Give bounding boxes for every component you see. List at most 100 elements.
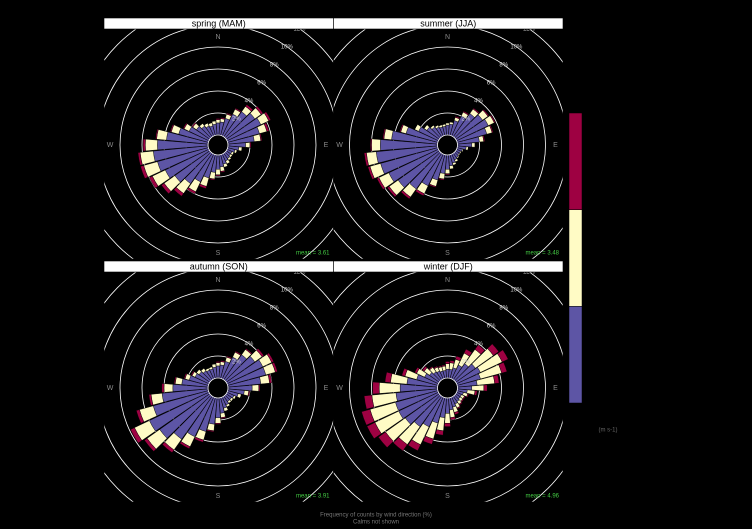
compass-label: S — [216, 250, 221, 257]
panel-title: spring (MAM) — [192, 18, 246, 28]
rose-segment — [226, 162, 231, 165]
ring-label: 8% — [270, 305, 279, 311]
rose-segment — [445, 124, 450, 136]
rose-segment — [400, 190, 411, 200]
rose-segment — [379, 382, 401, 394]
rose-segment — [179, 441, 191, 449]
compass-label: W — [107, 142, 114, 149]
rose-segment — [472, 107, 480, 114]
rose-segment — [399, 124, 404, 133]
rose-segment — [220, 170, 226, 173]
rose-segment — [437, 365, 442, 369]
rose-segment — [249, 142, 252, 148]
calm-circle — [207, 134, 229, 156]
rose-segment — [130, 427, 143, 444]
rose-segment — [247, 390, 251, 397]
rose-segment — [142, 138, 146, 152]
caption: Calms not shown — [353, 520, 399, 526]
compass-label: E — [324, 142, 329, 149]
rose-segment — [371, 138, 381, 152]
panel-title: autumn (SON) — [190, 261, 248, 271]
rose-segment — [378, 431, 394, 448]
rose-segment — [215, 118, 221, 120]
ring-label: 6% — [487, 323, 496, 329]
grid-ring — [119, 289, 317, 487]
calm-circle — [437, 134, 458, 156]
rose-segment — [456, 405, 461, 410]
rose-segment — [363, 152, 369, 167]
rose-segment — [251, 384, 260, 392]
ring-label: 2% — [232, 116, 241, 122]
rose-segment — [474, 344, 485, 355]
rose-segment — [463, 348, 473, 357]
rose-segment — [232, 152, 235, 156]
ring-label: 10% — [281, 44, 294, 50]
ring-label: 2% — [462, 116, 471, 122]
ring-label: 12% — [523, 26, 536, 32]
rose-segment — [149, 175, 159, 189]
rose-segment — [173, 376, 177, 385]
grid-ring — [141, 68, 295, 222]
rose-segment — [449, 360, 455, 364]
rose-segment — [462, 395, 466, 400]
rose-segment — [471, 384, 485, 392]
rose-segment — [367, 166, 375, 180]
rose-segment — [208, 122, 212, 125]
ring-label: 10% — [510, 287, 523, 293]
compass-label: S — [445, 493, 450, 500]
panel-title: winter (DJF) — [423, 261, 473, 271]
rose-segment — [256, 348, 265, 357]
mean-label: mean = 4.96 — [525, 494, 559, 500]
rose-segment — [208, 177, 215, 181]
ring-label: 12% — [523, 269, 536, 275]
grid-ring — [349, 289, 546, 487]
ring-label: 12% — [293, 269, 306, 275]
rose-segment — [215, 169, 221, 175]
rose-segment — [445, 122, 450, 126]
grid-ring — [371, 311, 524, 465]
rose-segment — [226, 355, 233, 360]
rose-segment — [444, 413, 451, 424]
rose-segment — [444, 173, 451, 175]
rose-segment — [148, 394, 154, 406]
ring-label: 4% — [245, 341, 254, 347]
colorbar-segment — [568, 306, 583, 404]
rose-segment — [445, 363, 450, 370]
rose-segment — [161, 183, 172, 195]
rose-segment — [438, 124, 442, 127]
rose-segment — [263, 111, 272, 122]
ring-label: 4% — [245, 98, 254, 104]
rose-segment — [384, 371, 393, 383]
rose-segment — [372, 381, 380, 395]
rose-segment — [144, 438, 157, 452]
ring-label: 2% — [462, 359, 471, 365]
rose-segment — [263, 122, 270, 132]
rose-segment — [245, 142, 251, 148]
rose-segment — [435, 429, 444, 436]
rose-segment — [231, 398, 234, 402]
rose-segment — [438, 177, 445, 181]
rose-segment — [226, 112, 233, 117]
rose-segment — [482, 135, 486, 142]
grid-ring — [119, 46, 317, 244]
rose-segment — [191, 122, 197, 128]
rose-segment — [241, 147, 243, 152]
rose-segment — [449, 121, 454, 123]
rose-segment — [245, 348, 253, 355]
rose-segment — [422, 366, 428, 372]
ring-label: 10% — [281, 287, 294, 293]
rose-segment — [430, 125, 434, 128]
rose-segment — [489, 125, 494, 133]
rose-segment — [267, 374, 272, 384]
strip — [333, 17, 564, 30]
rose-segment — [173, 187, 184, 197]
rose-segment — [361, 409, 375, 426]
rose-segment — [214, 422, 222, 425]
rose-segment — [445, 361, 450, 364]
rose-segment — [140, 165, 149, 179]
